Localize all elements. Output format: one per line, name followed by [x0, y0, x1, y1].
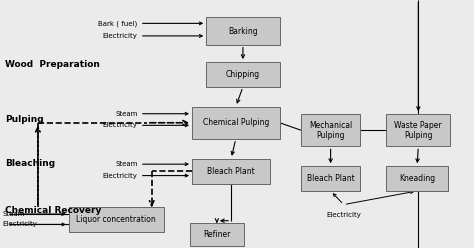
FancyBboxPatch shape: [206, 17, 280, 45]
Text: Refiner: Refiner: [203, 230, 230, 239]
FancyBboxPatch shape: [386, 114, 450, 146]
Text: Electricity: Electricity: [102, 33, 137, 39]
Text: Waste Paper
Pulping: Waste Paper Pulping: [394, 121, 442, 140]
FancyBboxPatch shape: [206, 62, 280, 87]
Text: Electricity: Electricity: [102, 122, 137, 128]
Text: Mechanical
Pulping: Mechanical Pulping: [309, 121, 352, 140]
Text: Steam: Steam: [2, 211, 25, 217]
Text: Steam: Steam: [115, 111, 137, 117]
Text: Electricity: Electricity: [2, 221, 37, 227]
Text: Chemical Recovery: Chemical Recovery: [5, 206, 101, 215]
FancyBboxPatch shape: [190, 223, 244, 246]
Text: Bleaching: Bleaching: [5, 159, 55, 168]
Text: Pulping: Pulping: [5, 115, 43, 124]
FancyBboxPatch shape: [192, 159, 270, 184]
Text: Bleach Plant: Bleach Plant: [207, 167, 255, 176]
Text: Bleach Plant: Bleach Plant: [307, 174, 355, 183]
Text: Wood  Preparation: Wood Preparation: [5, 60, 100, 69]
FancyBboxPatch shape: [386, 166, 448, 191]
Text: Chemical Pulping: Chemical Pulping: [202, 118, 269, 127]
Text: Electricity: Electricity: [326, 212, 361, 218]
Text: Liquor concentration: Liquor concentration: [76, 215, 156, 224]
Text: Bark ( fuel): Bark ( fuel): [98, 20, 137, 27]
Text: Kneading: Kneading: [399, 174, 435, 183]
FancyBboxPatch shape: [301, 166, 360, 191]
FancyBboxPatch shape: [192, 107, 280, 139]
FancyBboxPatch shape: [69, 207, 164, 232]
Text: Chipping: Chipping: [226, 70, 260, 79]
Text: Steam: Steam: [115, 161, 137, 167]
FancyBboxPatch shape: [301, 114, 360, 146]
Text: Barking: Barking: [228, 27, 258, 35]
Text: Electricity: Electricity: [102, 173, 137, 179]
